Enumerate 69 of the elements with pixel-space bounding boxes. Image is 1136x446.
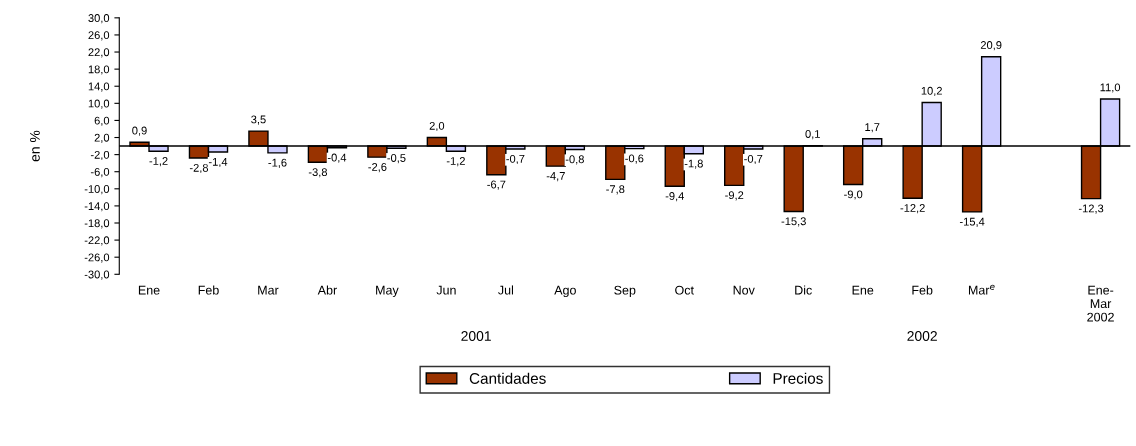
data-label: -2,8 (189, 163, 209, 174)
y-tick-label: -26,0 (84, 253, 110, 263)
data-label: -12,2 (900, 204, 925, 214)
y-tick-label: 14,0 (88, 82, 110, 92)
x-tick-label: Feb (198, 285, 219, 295)
y-axis-title: en % (30, 130, 40, 162)
data-label: -0,6 (625, 154, 644, 164)
data-label: 3,5 (251, 115, 266, 125)
x-tick-label: Sep (614, 285, 636, 298)
text: 2001 (461, 331, 491, 341)
y-tick-label: -30,0 (84, 270, 110, 280)
data-label: -0,8 (565, 155, 584, 165)
y-tick-label: 26,0 (88, 31, 110, 41)
y-tick-label: 18,0 (88, 65, 110, 75)
x-tick-label: Mar (258, 285, 279, 295)
x-tick-label: Mar$^{e}$ (968, 284, 995, 295)
x-tick-label: Ene- Mar 2002 (1087, 285, 1114, 322)
data-label: -3,8 (308, 168, 328, 178)
data-label: -1,2 (446, 157, 465, 167)
data-label: 2,0 (429, 121, 445, 132)
x-tick-label: Ene (852, 285, 874, 295)
data-label: -9,4 (665, 192, 685, 202)
y-tick-label: -2,0 (90, 150, 110, 161)
x-tick-label: Ene (138, 285, 160, 295)
data-label: 0,1 (805, 130, 820, 140)
data-label: 11,0 (1100, 83, 1121, 93)
data-label: -0,7 (744, 154, 763, 165)
data-label: -1,4 (208, 158, 228, 168)
y-tick-label: 10,0 (88, 99, 110, 109)
data-label: -7,8 (606, 185, 625, 195)
data-label: -4,7 (546, 172, 565, 182)
legend-label: Precios (773, 372, 823, 384)
data-label: -0,7 (506, 154, 525, 165)
text: 2002 (907, 331, 937, 341)
data-label: -15,3 (781, 217, 806, 227)
data-label: -1,6 (268, 158, 287, 168)
data-label: -9,0 (844, 190, 863, 200)
x-tick-label: Dic (795, 285, 812, 295)
y-tick-label: 6,0 (94, 116, 110, 126)
data-label: -1,2 (149, 157, 168, 167)
x-tick-label: Ago (554, 285, 576, 298)
y-tick-label: -18,0 (84, 219, 110, 229)
x-tick-label: Jun (436, 285, 456, 295)
data-label: -6,7 (487, 180, 506, 190)
legend-label: Cantidades (469, 372, 546, 384)
data-label: -0,5 (387, 154, 406, 164)
x-tick-label: Feb (912, 285, 933, 295)
x-tick-label: May (376, 285, 399, 298)
data-label: -0,4 (327, 153, 347, 163)
y-tick-label: -22,0 (84, 236, 110, 246)
x-tick-label: Abr (317, 285, 337, 295)
data-label: 1,7 (865, 123, 880, 133)
y-tick-label: -10,0 (84, 185, 110, 195)
x-tick-label: Jul (498, 285, 514, 295)
data-label: -2,6 (368, 163, 387, 173)
x-tick-label: Oct (675, 285, 694, 295)
y-tick-label: 2,0 (94, 133, 110, 143)
data-label: 0,9 (132, 126, 147, 136)
y-tick-label: -14,0 (84, 202, 110, 212)
data-label: -12,3 (1078, 204, 1104, 214)
y-tick-label: 22,0 (88, 48, 110, 58)
data-label: -15,4 (959, 217, 985, 227)
data-label: -1,8 (684, 159, 703, 169)
y-tick-label: -6,0 (90, 167, 110, 178)
y-tick-label: 30,0 (88, 14, 110, 24)
data-label: -9,2 (725, 191, 744, 201)
data-label: 10,2 (921, 86, 942, 97)
x-tick-label: Nov (733, 285, 755, 295)
data-label: 20,9 (980, 41, 1002, 51)
